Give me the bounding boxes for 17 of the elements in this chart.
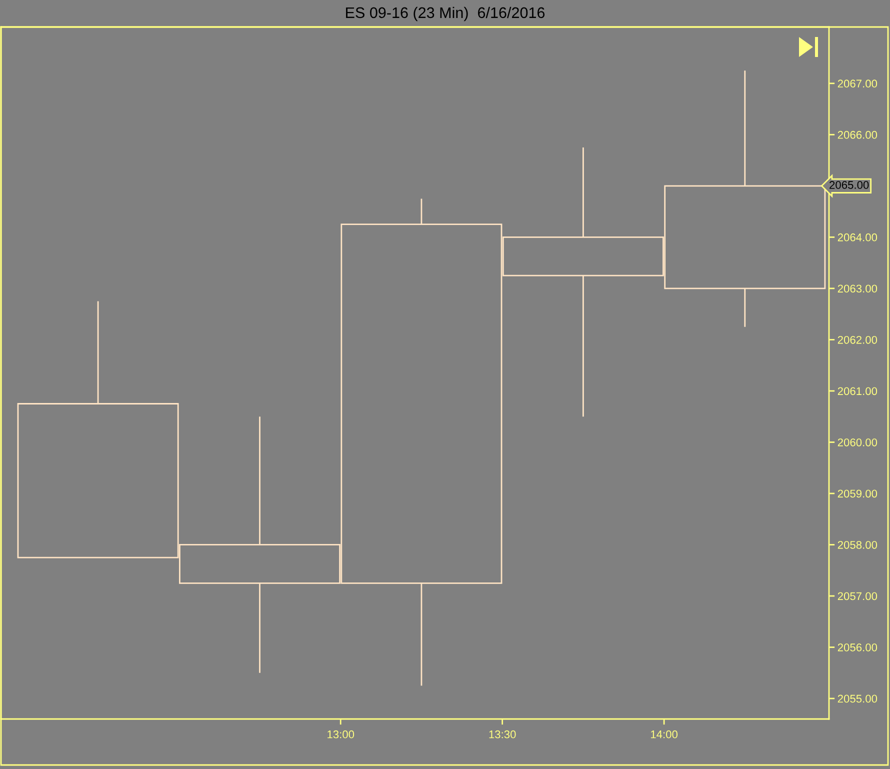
y-tick-label: 2063.00 <box>838 284 878 293</box>
x-tick-label: 13:30 <box>489 730 516 738</box>
y-tick-label: 2067.00 <box>838 80 878 88</box>
y-tick-label: 2064.00 <box>838 233 878 242</box>
y-tick-label: 2066.00 <box>838 130 878 139</box>
y-tick-label: 2061.00 <box>838 387 878 396</box>
x-tick-label: 13:00 <box>328 730 354 738</box>
y-tick-label: 2062.00 <box>838 336 878 344</box>
chart-title: ES 09-16 (23 Min) 6/16/2016 <box>346 6 545 22</box>
text: 2065.00 <box>830 181 869 189</box>
y-tick-label: 2060.00 <box>838 438 878 446</box>
y-tick-label: 2056.00 <box>838 644 878 652</box>
y-tick-label: 2055.00 <box>838 694 878 703</box>
y-tick-label: 2059.00 <box>838 490 878 498</box>
y-tick-label: 2057.00 <box>838 592 878 600</box>
y-tick-label: 2058.00 <box>838 540 878 549</box>
x-tick-label: 14:00 <box>650 730 678 738</box>
